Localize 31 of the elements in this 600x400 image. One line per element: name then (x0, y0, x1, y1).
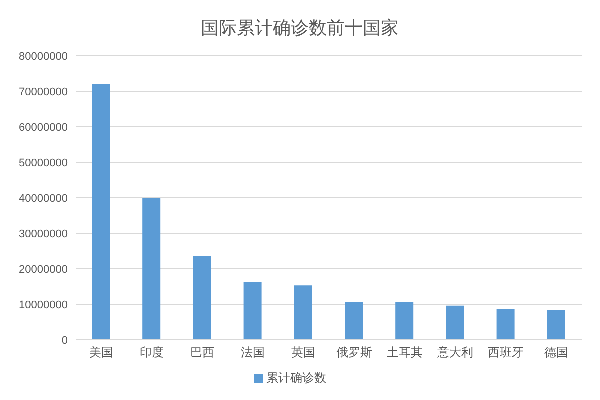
y-tick-label: 30000000 (19, 228, 68, 240)
bar (396, 302, 414, 340)
bar (92, 84, 110, 340)
bar (193, 256, 212, 340)
legend-label: 累计确诊数 (266, 371, 326, 385)
y-tick-label: 10000000 (19, 299, 68, 312)
x-tick-label: 意大利 (436, 346, 474, 360)
x-tick-label: 法国 (241, 346, 266, 360)
x-tick-label: 美国 (89, 346, 114, 360)
x-tick-label: 俄罗斯 (336, 346, 372, 360)
x-tick-label: 土耳其 (386, 346, 423, 360)
bar (496, 309, 515, 340)
chart-title: 国际累计确诊数前十国家 (200, 17, 400, 40)
y-tick-label: 60000000 (19, 122, 68, 134)
y-tick-label: 80000000 (19, 50, 68, 63)
x-tick-label: 巴西 (190, 346, 214, 360)
y-tick-label: 40000000 (19, 192, 68, 205)
bar (294, 286, 312, 340)
y-tick-label: 50000000 (19, 157, 68, 170)
bar (446, 306, 464, 340)
y-tick-label: 20000000 (19, 264, 68, 276)
x-tick-label: 英国 (292, 346, 316, 360)
x-tick-label: 印度 (140, 346, 164, 360)
bar (142, 198, 161, 340)
y-tick-label: 0 (62, 334, 68, 347)
y-tick-label: 70000000 (19, 86, 68, 98)
x-tick-label: 西班牙 (488, 346, 524, 360)
x-tick-label: 德国 (544, 346, 569, 360)
bar (345, 302, 363, 340)
bar (244, 282, 262, 340)
bar (547, 310, 566, 340)
